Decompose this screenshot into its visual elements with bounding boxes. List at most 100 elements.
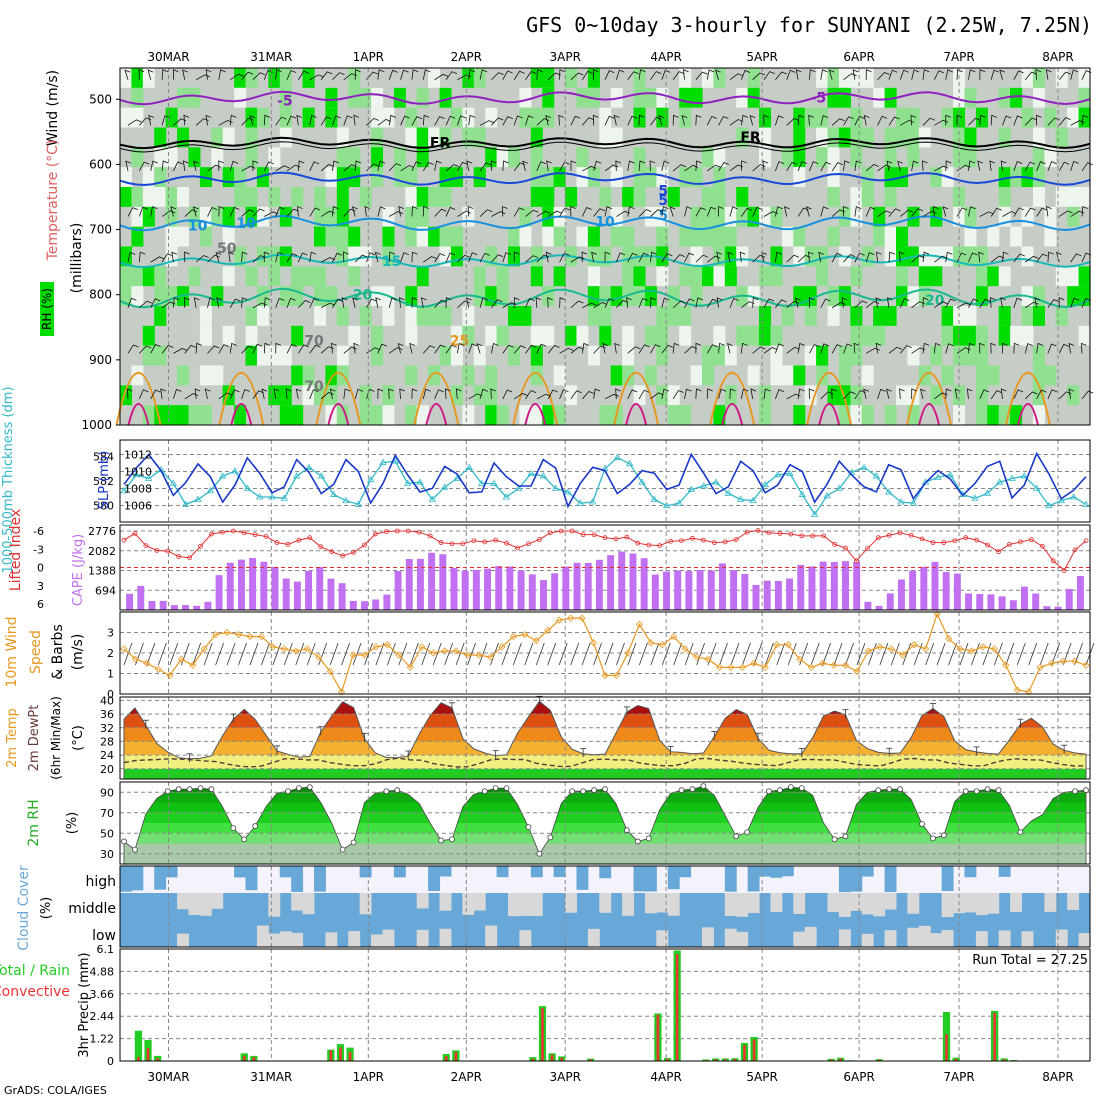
wind-barb: [888, 69, 898, 80]
lifted-index-point: [318, 544, 324, 550]
rh-cell: [314, 266, 327, 287]
wind-barb: [797, 161, 807, 172]
cloud-cell-middle: [473, 893, 486, 911]
rh-bands: [124, 786, 1086, 864]
wind-barb: [138, 206, 148, 217]
wind-barb: [275, 165, 290, 172]
rh-point: [525, 824, 532, 830]
wind-barb: [763, 298, 775, 308]
wind-barb: [638, 114, 645, 126]
wind-barb: [752, 72, 766, 81]
rh-cell: [736, 87, 749, 108]
lifted-index-point: [919, 536, 925, 542]
rh-cell: [199, 226, 212, 247]
wind-barb: [1013, 389, 1024, 400]
cloud-cell-high: [998, 866, 1011, 877]
wind-barb: [797, 207, 809, 217]
lifted-index-point: [493, 537, 499, 543]
wind-barb: [854, 206, 862, 217]
rh-cell: [953, 127, 966, 148]
wind-speed-point: [761, 663, 769, 671]
rh-cell: [587, 345, 600, 366]
wind-barb: [456, 342, 465, 354]
cloud-cell-high: [314, 866, 326, 892]
precip-convective-bar: [1002, 1059, 1006, 1061]
wind-barb: [854, 115, 865, 126]
rh-cell: [941, 246, 954, 267]
rh-cell: [770, 365, 783, 386]
wind-barb: [286, 343, 297, 354]
surface-wind-barb: [1016, 642, 1026, 666]
lifted-index-point: [700, 537, 706, 543]
rh-cell: [975, 365, 988, 386]
rh-cell: [804, 306, 817, 326]
rh-cell: [850, 306, 863, 326]
rh-cell: [268, 385, 281, 406]
wind-barb: [968, 160, 975, 171]
rh-cell: [382, 385, 395, 406]
temperature-tick-label: 20: [100, 763, 114, 776]
rh-point: [350, 839, 357, 846]
wind-barb: [434, 73, 449, 81]
precip-convective-bar: [954, 1058, 958, 1061]
rh-cell: [793, 365, 806, 386]
rh-cell: [234, 68, 247, 88]
wind-speed-point: [899, 651, 907, 659]
rh-point: [623, 827, 630, 834]
wind-barb: [160, 388, 166, 399]
lifted-index-point: [580, 532, 586, 538]
surface-wind-barb: [1028, 642, 1038, 666]
cloud-cell-low: [736, 931, 749, 947]
rh-point: [252, 823, 259, 829]
wind-barb: [638, 344, 650, 354]
wind-barb: [218, 160, 224, 171]
rh-cell: [302, 365, 315, 386]
rh-cell: [850, 147, 863, 168]
thickness-point: [416, 478, 424, 485]
lifted-index-point: [143, 543, 149, 548]
lifted-index-point: [930, 540, 936, 545]
cloud-cell-high: [633, 866, 646, 892]
wind-barb: [672, 342, 680, 354]
precip-convective-bar: [877, 1059, 881, 1061]
wind-barb: [559, 347, 574, 354]
rh-cell: [633, 167, 646, 187]
surface-wind-barb: [902, 642, 912, 666]
slp-line: [123, 451, 1087, 509]
wind-barb: [922, 117, 936, 126]
cloud-cell-high: [530, 866, 543, 878]
rh-cell: [268, 266, 281, 287]
wind-barb: [445, 252, 456, 263]
date-label-bottom: 7APR: [943, 1070, 974, 1084]
wind-speed-point: [876, 643, 884, 651]
thickness-point: [366, 475, 375, 483]
wind-barb: [148, 114, 154, 126]
thickness-point: [539, 472, 548, 479]
wind-barb: [615, 252, 626, 263]
surface-wind-barb: [776, 642, 786, 666]
rh-cell: [177, 187, 190, 207]
wind-speed-point: [841, 661, 850, 669]
wind-barb: [989, 297, 996, 308]
cloud-cell-high: [964, 866, 977, 878]
rh-cell: [131, 147, 144, 168]
cloud-cell-middle: [188, 893, 201, 915]
rh-cell: [405, 286, 418, 306]
rh-cell: [530, 405, 543, 425]
rh-cell: [405, 187, 418, 207]
wind-barb: [332, 298, 343, 308]
wind-barb: [536, 343, 547, 354]
wind-barb: [1036, 207, 1048, 217]
cape-bar: [819, 561, 827, 610]
wind-barb: [570, 390, 582, 400]
wind-barb: [1058, 117, 1071, 126]
rh-axis-label: 2m RH: [26, 799, 42, 846]
cloud-cell-low: [439, 928, 452, 947]
wind-barb: [309, 74, 324, 81]
wind-barb: [695, 342, 702, 354]
rh-cell: [975, 286, 988, 306]
wind-barb: [182, 69, 188, 80]
rh-cell: [325, 87, 338, 108]
